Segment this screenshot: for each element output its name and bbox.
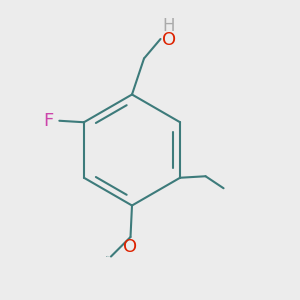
Text: methoxy: methoxy	[106, 256, 112, 257]
Text: H: H	[162, 17, 175, 35]
Text: O: O	[123, 238, 138, 256]
Text: F: F	[44, 112, 54, 130]
Text: O: O	[162, 31, 176, 49]
